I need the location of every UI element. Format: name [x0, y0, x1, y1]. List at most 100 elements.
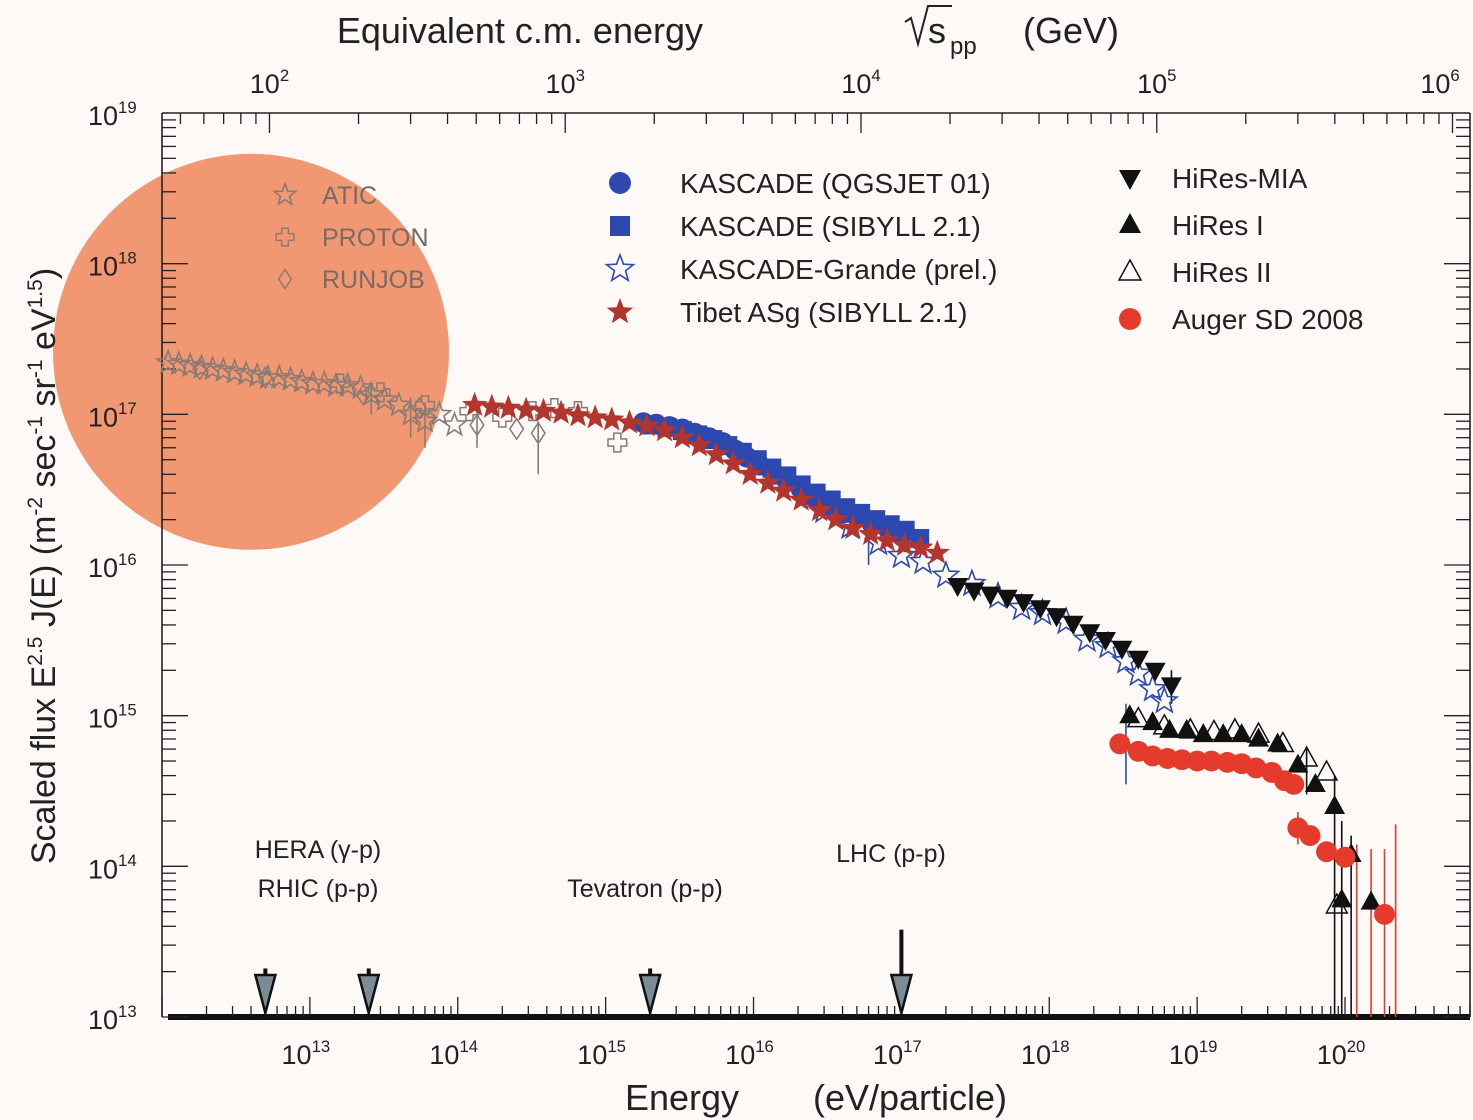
point-tibet-asg-sibyll-2-1: [737, 461, 763, 485]
point-hires-i: [1360, 890, 1382, 910]
point-proton: [329, 373, 351, 394]
point-tibet-asg-sibyll-2-1: [582, 404, 608, 429]
y-tick-label: 1016: [88, 550, 137, 583]
point-hires-mia: [947, 577, 969, 597]
point-tibet-asg-sibyll-2-1: [703, 441, 729, 466]
point-auger-sd-2008: [1374, 903, 1395, 925]
data-points-layer: [154, 348, 1395, 925]
point-atic: [357, 380, 385, 407]
y-tick-label: 1018: [88, 249, 137, 282]
legend-item-hires-mia: HiRes-MIA: [1119, 163, 1308, 194]
point-auger-sd-2008: [1171, 749, 1193, 771]
point-tibet-asg-sibyll-2-1: [548, 399, 574, 424]
y-tick-label: 1013: [88, 1002, 137, 1035]
x-tick-label: 1018: [1021, 1037, 1070, 1070]
top-tick-label: 103: [546, 66, 585, 99]
point-hires-ii: [1325, 892, 1349, 914]
point-runjob: [257, 366, 274, 390]
collider-label-lhc-p-p: LHC (p-p): [836, 840, 946, 868]
point-kascade-sibyll-2-1: [791, 475, 811, 495]
point-runjob: [530, 421, 546, 445]
point-hires-mia: [1127, 650, 1149, 670]
axis-labels-layer: Energy (eV/particle) Equivalent c.m. energ…: [24, 5, 1119, 1118]
point-hires-i: [1176, 718, 1198, 738]
point-kascade-sibyll-2-1: [880, 515, 900, 535]
point-hires-mia: [1111, 640, 1133, 660]
x-tick-label: 1013: [282, 1037, 331, 1070]
point-proton: [370, 382, 391, 403]
point-tibet-asg-sibyll-2-1: [634, 412, 660, 437]
legend-marker-kascade-sibyll-2-1: [610, 216, 630, 236]
x-tick-label: 1016: [725, 1037, 774, 1070]
legend-marker-hires-i: [1119, 213, 1141, 233]
point-kascade-sibyll-2-1: [851, 503, 871, 523]
point-hires-mia: [1029, 600, 1051, 620]
point-kascade-sibyll-2-1: [747, 450, 767, 470]
top-tick-label: 105: [1137, 66, 1176, 99]
point-auger-sd-2008: [1334, 846, 1356, 868]
point-kascade-grande-prel: [1072, 624, 1102, 653]
legend-item-hires-ii: HiRes II: [1117, 257, 1272, 288]
y-tick-label: 1015: [88, 701, 137, 734]
y-axis-title: Scaled flux E2.5 J(E) (m-2 sec-1 sr-1 eV…: [24, 268, 63, 864]
point-hires-ii: [1223, 717, 1247, 739]
point-auger-sd-2008: [1245, 757, 1267, 779]
point-tibet-asg-sibyll-2-1: [891, 532, 918, 557]
legend-label-kascade-grande-prel: KASCADE-Grande (prel.): [680, 254, 997, 285]
point-auger-sd-2008: [1109, 733, 1131, 755]
y-tick-label: 1019: [88, 98, 137, 131]
legend-marker-proton: [275, 227, 295, 247]
legend-label-hires-ii: HiRes II: [1172, 257, 1272, 288]
point-hires-ii: [1271, 730, 1295, 753]
point-auger-sd-2008: [1283, 773, 1305, 795]
x-axis-unit: (eV/particle): [813, 1077, 1007, 1118]
point-tibet-asg-sibyll-2-1: [530, 397, 557, 422]
point-kascade-sibyll-2-1: [732, 442, 752, 462]
point-kascade-grande-prel: [1123, 658, 1154, 687]
point-hires-i: [1331, 888, 1353, 908]
point-atic: [425, 400, 453, 426]
highlight-circle: [53, 153, 450, 550]
point-tibet-asg-sibyll-2-1: [686, 432, 712, 457]
point-atic: [334, 371, 362, 398]
y-axis-title-text: Scaled flux E2.5 J(E) (m-2 sec-1 sr-1 eV…: [24, 268, 63, 864]
legend-label-auger-sd-2008: Auger SD 2008: [1172, 304, 1363, 335]
series-runjob: [192, 357, 546, 445]
point-runjob: [192, 357, 208, 381]
point-hires-i: [1304, 772, 1326, 792]
point-hires-i: [1119, 704, 1141, 724]
point-runjob: [469, 413, 485, 437]
point-hires-ii: [1126, 706, 1151, 728]
point-hires-mia: [963, 582, 985, 602]
point-atic: [440, 410, 468, 437]
series-auger-sd-2008: [1109, 733, 1395, 925]
point-tibet-asg-sibyll-2-1: [908, 534, 934, 559]
point-runjob: [355, 383, 372, 407]
point-tibet-asg-sibyll-2-1: [858, 520, 884, 545]
legend-item-tibet-asg-sibyll-2-1: Tibet ASg (SIBYLL 2.1): [606, 297, 967, 328]
point-hires-ii: [1314, 759, 1339, 781]
series-tibet-asg-sibyll-2-1: [462, 391, 950, 564]
collider-label-rhic-p-p: RHIC (p-p): [258, 875, 379, 903]
point-auger-sd-2008: [1299, 825, 1321, 847]
point-hires-i: [1159, 718, 1180, 738]
axes-layer: 1013 1014 1015 1016 1017 1018 1019 1020 1013 1014…: [88, 66, 1471, 1070]
x-axis-title: Energy: [625, 1077, 739, 1118]
point-tibet-asg-sibyll-2-1: [771, 477, 797, 502]
point-auger-sd-2008: [1201, 750, 1222, 772]
point-runjob: [508, 417, 525, 441]
legend-marker-kascade-grande-prel: [604, 252, 636, 283]
point-tibet-asg-sibyll-2-1: [807, 497, 833, 522]
legend-item-kascade-qgsjet-01: KASCADE (QGSJET 01): [609, 168, 991, 199]
point-hires-i: [1324, 794, 1346, 814]
legend-item-atic: ATIC: [272, 181, 377, 210]
point-proton: [414, 395, 436, 416]
point-kascade-grande-prel: [1137, 673, 1168, 702]
legend-item-proton: PROTON: [275, 224, 429, 252]
point-tibet-asg-sibyll-2-1: [924, 539, 950, 564]
point-hires-mia: [1095, 631, 1116, 651]
legend-marker-atic: [272, 181, 298, 206]
collider-arrowhead-hera-p: [253, 973, 277, 1018]
top-tick-label: 104: [841, 66, 880, 99]
